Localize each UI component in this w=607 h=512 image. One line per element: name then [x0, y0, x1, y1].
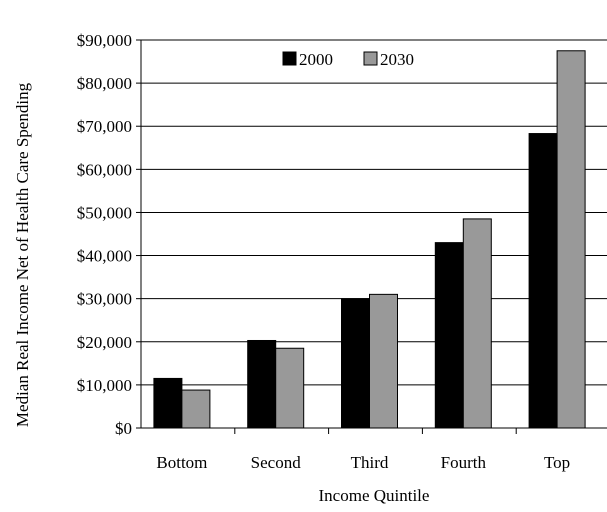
y-tick-label: $20,000 [77, 333, 132, 352]
x-tick-label: Second [251, 453, 302, 472]
bars [153, 50, 586, 429]
legend-label-2030: 2030 [380, 50, 414, 69]
y-tick-label: $80,000 [77, 74, 132, 93]
bar-2030-top [556, 50, 586, 429]
bar-2000-top [528, 133, 558, 429]
bar-2030-third [369, 293, 398, 429]
bar-2000-third [341, 298, 370, 429]
x-tick-label: Bottom [156, 453, 207, 472]
y-tick-label: $90,000 [77, 31, 132, 50]
y-tick-label: $60,000 [77, 160, 132, 179]
x-tick-label: Third [351, 453, 389, 472]
x-axis-title: Income Quintile [319, 486, 430, 505]
y-tick-label: $10,000 [77, 376, 132, 395]
x-tick-label: Top [544, 453, 570, 472]
legend-label-2000: 2000 [299, 50, 333, 69]
y-tick-label: $30,000 [77, 290, 132, 309]
y-tick-label: $70,000 [77, 117, 132, 136]
x-tick-label: Fourth [441, 453, 487, 472]
legend-swatch-2030 [363, 51, 378, 66]
bar-2030-fourth [462, 218, 492, 429]
x-axis-ticks: Bottom Second Third Fourth Top [156, 428, 570, 472]
legend-swatch-2000 [282, 51, 297, 66]
bar-2000-bottom [153, 377, 183, 429]
y-axis-title: Median Real Income Net of Health Care Sp… [13, 82, 32, 427]
y-axis-ticks: $0 $10,000 $20,000 $30,000 $40,000 $50,000 $60… [77, 31, 141, 438]
y-tick-label: $0 [115, 419, 132, 438]
bar-2030-second [275, 347, 305, 429]
bar-2030-bottom [181, 389, 211, 429]
y-tick-label: $40,000 [77, 247, 132, 266]
bar-2000-fourth [434, 242, 464, 429]
bar-2000-second [247, 339, 277, 429]
y-tick-label: $50,000 [77, 203, 132, 222]
legend: 2000 2030 [282, 50, 414, 69]
gridlines [141, 39, 607, 386]
axes [140, 40, 607, 429]
